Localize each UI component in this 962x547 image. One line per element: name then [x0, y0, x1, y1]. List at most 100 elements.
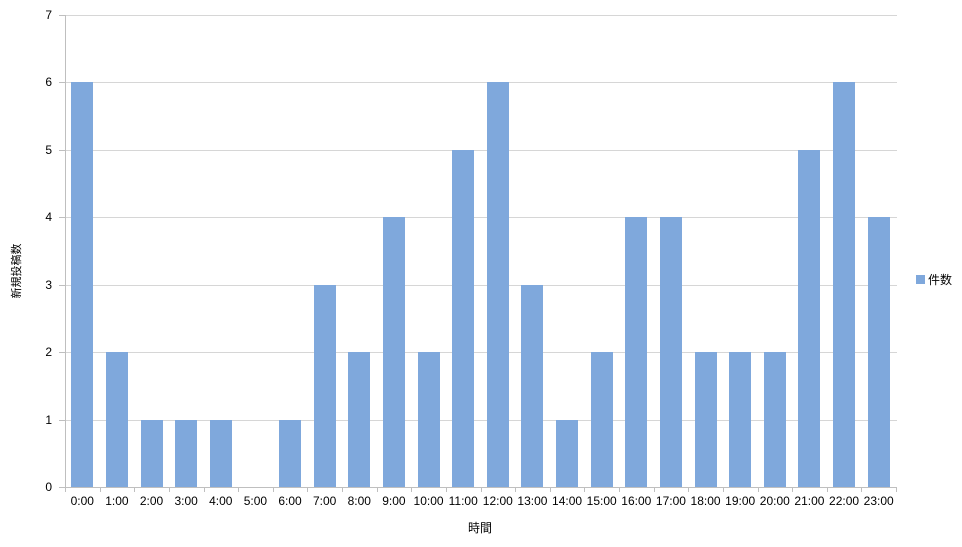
x-tick — [134, 487, 136, 492]
y-tick-label: 6 — [45, 75, 52, 90]
x-tick — [65, 487, 66, 492]
bar — [105, 352, 128, 487]
x-tick — [168, 487, 170, 492]
y-tick — [59, 487, 65, 488]
x-tick-label: 1:00 — [105, 494, 129, 508]
y-tick — [59, 352, 65, 354]
bar — [521, 284, 544, 487]
bar — [71, 82, 94, 487]
x-tick — [584, 487, 586, 492]
gridline — [65, 284, 897, 286]
x-tick — [411, 487, 413, 492]
y-tick-label: 1 — [45, 412, 52, 427]
x-tick-label: 22:00 — [829, 494, 860, 508]
x-tick-label: 11:00 — [448, 494, 478, 508]
x-tick-label: 5:00 — [243, 494, 268, 508]
bar — [625, 217, 648, 487]
bar — [729, 352, 752, 487]
y-axis-title: 新規投稿数 — [11, 243, 23, 299]
bar — [452, 149, 475, 487]
y-tick — [59, 15, 65, 16]
x-tick-label: 3:00 — [174, 494, 198, 508]
bar — [279, 419, 302, 487]
x-tick — [342, 487, 343, 492]
x-tick — [99, 487, 101, 492]
bar — [417, 352, 440, 487]
x-tick — [376, 487, 378, 492]
legend: 件数 — [916, 271, 952, 288]
y-tick — [59, 284, 65, 286]
y-tick-label: 7 — [45, 8, 52, 22]
x-tick-label: 23:00 — [863, 494, 894, 508]
x-tick-label: 9:00 — [382, 494, 406, 508]
gridline — [65, 149, 897, 151]
x-tick-label: 8:00 — [347, 494, 371, 508]
gridline — [65, 419, 897, 421]
x-tick — [826, 487, 828, 492]
bar — [694, 352, 717, 487]
bar — [313, 284, 336, 487]
bar — [867, 217, 890, 487]
x-tick — [203, 487, 205, 492]
x-tick — [238, 487, 240, 492]
x-tick — [272, 487, 274, 492]
y-tick-label: 4 — [45, 210, 52, 225]
y-tick-label: 5 — [45, 142, 52, 157]
gridline — [65, 217, 897, 219]
x-tick-label: 16:00 — [621, 494, 652, 508]
bar — [382, 217, 405, 487]
x-tick-label: 17:00 — [655, 494, 686, 508]
x-tick — [480, 487, 482, 492]
x-tick — [307, 487, 309, 492]
x-tick-label: 19:00 — [725, 494, 756, 508]
bar — [590, 352, 613, 487]
x-tick — [515, 487, 517, 492]
legend-swatch-icon — [916, 275, 925, 284]
x-tick — [619, 487, 620, 492]
y-tick — [59, 149, 65, 151]
x-tick — [757, 487, 759, 492]
y-tick — [59, 217, 65, 219]
gridline — [65, 82, 897, 84]
bar — [209, 419, 232, 487]
y-tick-label: 3 — [45, 277, 52, 292]
x-tick-label: 0:00 — [70, 494, 94, 508]
x-tick-label: 4:00 — [209, 494, 233, 508]
legend-label: 件数 — [928, 273, 953, 287]
x-tick — [722, 487, 724, 492]
bar — [798, 149, 821, 487]
x-tick-label: 20:00 — [759, 494, 790, 508]
x-tick — [445, 487, 447, 492]
x-tick — [653, 487, 655, 492]
x-tick — [896, 487, 897, 492]
x-tick-label: 15:00 — [586, 494, 617, 508]
y-axis-line — [65, 15, 66, 488]
y-tick-label: 2 — [45, 345, 52, 360]
x-tick — [688, 487, 690, 492]
y-tick — [59, 82, 65, 84]
x-tick — [549, 487, 551, 492]
x-tick-label: 2:00 — [139, 494, 164, 508]
x-axis-title: 時間 — [467, 521, 493, 535]
bar — [348, 352, 371, 487]
bar — [140, 419, 163, 487]
x-tick-label: 6:00 — [278, 494, 302, 508]
bar — [659, 217, 682, 487]
gridline — [65, 15, 897, 16]
gridline — [65, 352, 897, 354]
bar — [556, 419, 579, 487]
x-tick-label: 21:00 — [794, 494, 825, 508]
bar — [833, 82, 856, 487]
x-tick — [792, 487, 794, 492]
y-tick-label: 0 — [45, 480, 52, 494]
bar — [175, 419, 198, 487]
x-tick-label: 18:00 — [690, 494, 721, 508]
y-tick — [59, 419, 65, 421]
x-tick-label: 12:00 — [482, 494, 513, 508]
x-tick — [861, 487, 863, 492]
x-tick-label: 7:00 — [313, 494, 337, 508]
bar — [486, 82, 509, 487]
x-tick-label: 13:00 — [517, 494, 548, 508]
bar — [763, 352, 786, 487]
